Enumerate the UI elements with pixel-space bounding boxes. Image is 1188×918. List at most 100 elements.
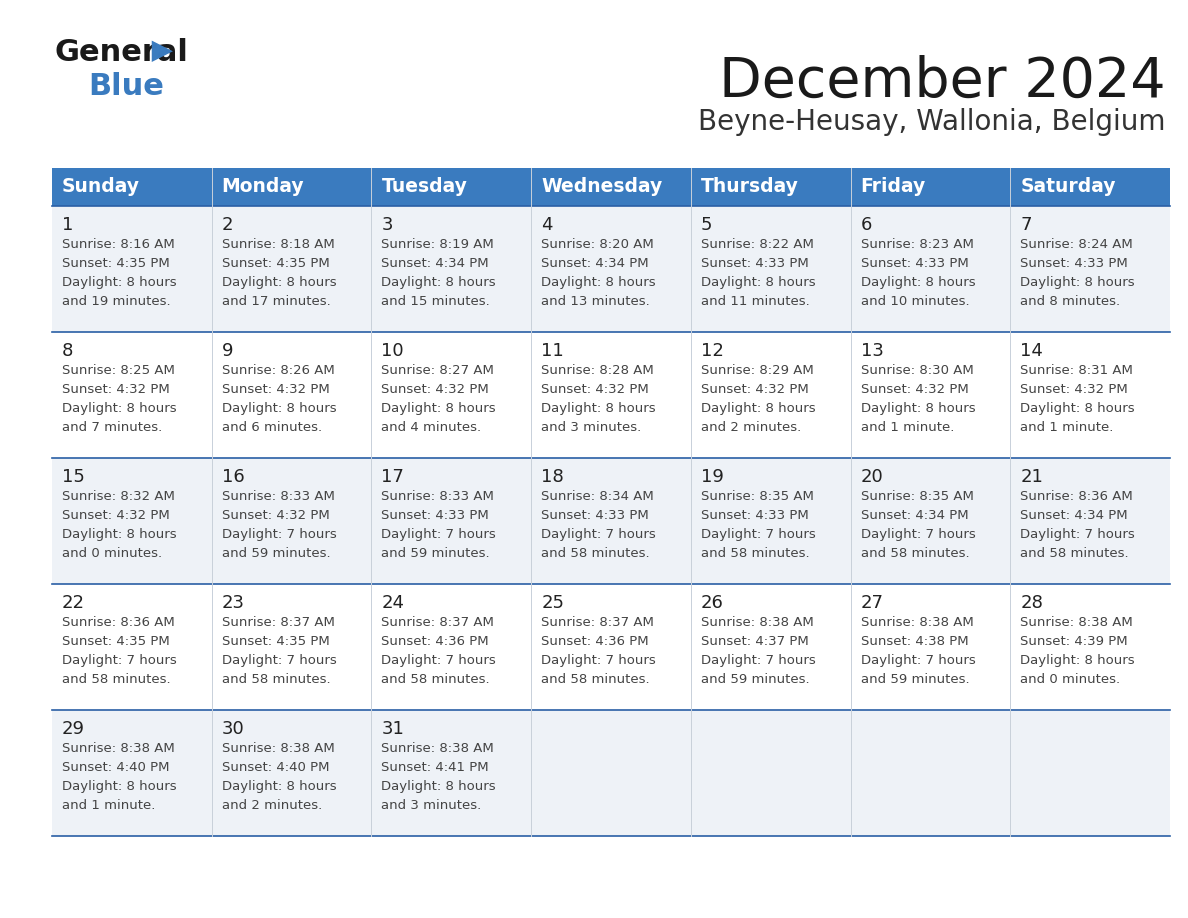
Text: 15: 15 xyxy=(62,468,84,486)
Text: Daylight: 7 hours: Daylight: 7 hours xyxy=(222,654,336,667)
Text: Sunset: 4:39 PM: Sunset: 4:39 PM xyxy=(1020,635,1127,648)
Text: Sunrise: 8:23 AM: Sunrise: 8:23 AM xyxy=(860,238,973,251)
Text: Daylight: 7 hours: Daylight: 7 hours xyxy=(542,654,656,667)
Text: and 58 minutes.: and 58 minutes. xyxy=(222,673,330,686)
Text: Daylight: 7 hours: Daylight: 7 hours xyxy=(860,654,975,667)
Text: Sunset: 4:33 PM: Sunset: 4:33 PM xyxy=(860,257,968,270)
Text: Blue: Blue xyxy=(88,72,164,101)
Text: Sunset: 4:36 PM: Sunset: 4:36 PM xyxy=(381,635,489,648)
Text: 22: 22 xyxy=(62,594,86,612)
Text: and 13 minutes.: and 13 minutes. xyxy=(542,295,650,308)
Text: and 3 minutes.: and 3 minutes. xyxy=(381,799,481,812)
Text: Sunset: 4:35 PM: Sunset: 4:35 PM xyxy=(62,635,170,648)
Text: and 58 minutes.: and 58 minutes. xyxy=(542,673,650,686)
Text: and 58 minutes.: and 58 minutes. xyxy=(381,673,491,686)
Text: 12: 12 xyxy=(701,342,723,360)
Text: and 3 minutes.: and 3 minutes. xyxy=(542,421,642,434)
Text: Sunrise: 8:38 AM: Sunrise: 8:38 AM xyxy=(222,742,335,755)
Text: Sunset: 4:36 PM: Sunset: 4:36 PM xyxy=(542,635,649,648)
Text: Wednesday: Wednesday xyxy=(542,177,663,196)
Text: Sunset: 4:35 PM: Sunset: 4:35 PM xyxy=(222,635,329,648)
Text: Sunrise: 8:38 AM: Sunrise: 8:38 AM xyxy=(62,742,175,755)
Text: Sunrise: 8:31 AM: Sunrise: 8:31 AM xyxy=(1020,364,1133,377)
Text: and 58 minutes.: and 58 minutes. xyxy=(701,547,809,560)
Text: 14: 14 xyxy=(1020,342,1043,360)
Text: and 19 minutes.: and 19 minutes. xyxy=(62,295,171,308)
Text: Sunset: 4:32 PM: Sunset: 4:32 PM xyxy=(62,509,170,522)
Text: and 4 minutes.: and 4 minutes. xyxy=(381,421,481,434)
Text: Daylight: 8 hours: Daylight: 8 hours xyxy=(860,276,975,289)
Text: Sunrise: 8:29 AM: Sunrise: 8:29 AM xyxy=(701,364,814,377)
Text: Sunrise: 8:22 AM: Sunrise: 8:22 AM xyxy=(701,238,814,251)
Text: Sunset: 4:34 PM: Sunset: 4:34 PM xyxy=(542,257,649,270)
Text: Sunset: 4:33 PM: Sunset: 4:33 PM xyxy=(542,509,649,522)
Text: and 7 minutes.: and 7 minutes. xyxy=(62,421,163,434)
Text: Beyne-Heusay, Wallonia, Belgium: Beyne-Heusay, Wallonia, Belgium xyxy=(699,108,1165,136)
Text: and 59 minutes.: and 59 minutes. xyxy=(222,547,330,560)
Text: Daylight: 7 hours: Daylight: 7 hours xyxy=(381,528,497,541)
Text: Sunrise: 8:30 AM: Sunrise: 8:30 AM xyxy=(860,364,973,377)
Text: 1: 1 xyxy=(62,216,74,234)
Text: Sunrise: 8:38 AM: Sunrise: 8:38 AM xyxy=(701,616,814,629)
Text: 2: 2 xyxy=(222,216,233,234)
Text: 11: 11 xyxy=(542,342,564,360)
Text: Sunday: Sunday xyxy=(62,177,140,196)
Text: Daylight: 8 hours: Daylight: 8 hours xyxy=(701,402,815,415)
Text: ◀: ◀ xyxy=(152,36,173,64)
Text: and 0 minutes.: and 0 minutes. xyxy=(62,547,162,560)
Text: 8: 8 xyxy=(62,342,74,360)
Text: 26: 26 xyxy=(701,594,723,612)
Text: Friday: Friday xyxy=(860,177,925,196)
Text: Sunset: 4:38 PM: Sunset: 4:38 PM xyxy=(860,635,968,648)
Text: and 11 minutes.: and 11 minutes. xyxy=(701,295,809,308)
Text: Sunset: 4:32 PM: Sunset: 4:32 PM xyxy=(860,383,968,396)
Text: Sunrise: 8:38 AM: Sunrise: 8:38 AM xyxy=(860,616,973,629)
Text: Sunrise: 8:19 AM: Sunrise: 8:19 AM xyxy=(381,238,494,251)
Text: Sunrise: 8:36 AM: Sunrise: 8:36 AM xyxy=(62,616,175,629)
Text: Daylight: 8 hours: Daylight: 8 hours xyxy=(1020,276,1135,289)
Text: Sunrise: 8:33 AM: Sunrise: 8:33 AM xyxy=(222,490,335,503)
Text: 28: 28 xyxy=(1020,594,1043,612)
Text: Sunrise: 8:18 AM: Sunrise: 8:18 AM xyxy=(222,238,335,251)
Text: and 8 minutes.: and 8 minutes. xyxy=(1020,295,1120,308)
Text: 16: 16 xyxy=(222,468,245,486)
Text: and 0 minutes.: and 0 minutes. xyxy=(1020,673,1120,686)
Text: Sunrise: 8:33 AM: Sunrise: 8:33 AM xyxy=(381,490,494,503)
Text: 24: 24 xyxy=(381,594,404,612)
Bar xyxy=(52,332,1170,458)
Text: Sunrise: 8:32 AM: Sunrise: 8:32 AM xyxy=(62,490,175,503)
Text: Sunset: 4:32 PM: Sunset: 4:32 PM xyxy=(62,383,170,396)
Text: 7: 7 xyxy=(1020,216,1032,234)
Text: Monday: Monday xyxy=(222,177,304,196)
Text: 5: 5 xyxy=(701,216,713,234)
Text: 21: 21 xyxy=(1020,468,1043,486)
Text: Sunset: 4:35 PM: Sunset: 4:35 PM xyxy=(62,257,170,270)
Text: Daylight: 8 hours: Daylight: 8 hours xyxy=(62,276,177,289)
Text: Daylight: 8 hours: Daylight: 8 hours xyxy=(542,402,656,415)
Text: Daylight: 8 hours: Daylight: 8 hours xyxy=(701,276,815,289)
Text: Sunset: 4:32 PM: Sunset: 4:32 PM xyxy=(542,383,649,396)
Text: Sunset: 4:32 PM: Sunset: 4:32 PM xyxy=(222,509,329,522)
Text: 31: 31 xyxy=(381,720,404,738)
Text: Sunset: 4:33 PM: Sunset: 4:33 PM xyxy=(381,509,489,522)
Text: General: General xyxy=(55,38,189,67)
Text: Daylight: 7 hours: Daylight: 7 hours xyxy=(222,528,336,541)
Text: Tuesday: Tuesday xyxy=(381,177,467,196)
Text: Sunset: 4:35 PM: Sunset: 4:35 PM xyxy=(222,257,329,270)
Text: Sunrise: 8:37 AM: Sunrise: 8:37 AM xyxy=(542,616,655,629)
Text: Sunset: 4:34 PM: Sunset: 4:34 PM xyxy=(860,509,968,522)
Text: Sunrise: 8:35 AM: Sunrise: 8:35 AM xyxy=(701,490,814,503)
Text: Daylight: 8 hours: Daylight: 8 hours xyxy=(222,402,336,415)
Text: and 58 minutes.: and 58 minutes. xyxy=(860,547,969,560)
Text: Sunset: 4:32 PM: Sunset: 4:32 PM xyxy=(222,383,329,396)
Text: and 58 minutes.: and 58 minutes. xyxy=(62,673,171,686)
Text: and 6 minutes.: and 6 minutes. xyxy=(222,421,322,434)
Text: Sunrise: 8:25 AM: Sunrise: 8:25 AM xyxy=(62,364,175,377)
Text: Sunset: 4:34 PM: Sunset: 4:34 PM xyxy=(381,257,489,270)
Text: and 15 minutes.: and 15 minutes. xyxy=(381,295,491,308)
Text: Sunrise: 8:37 AM: Sunrise: 8:37 AM xyxy=(381,616,494,629)
Text: and 10 minutes.: and 10 minutes. xyxy=(860,295,969,308)
Text: Sunrise: 8:36 AM: Sunrise: 8:36 AM xyxy=(1020,490,1133,503)
Text: Sunset: 4:33 PM: Sunset: 4:33 PM xyxy=(701,509,809,522)
Text: Daylight: 8 hours: Daylight: 8 hours xyxy=(381,276,497,289)
